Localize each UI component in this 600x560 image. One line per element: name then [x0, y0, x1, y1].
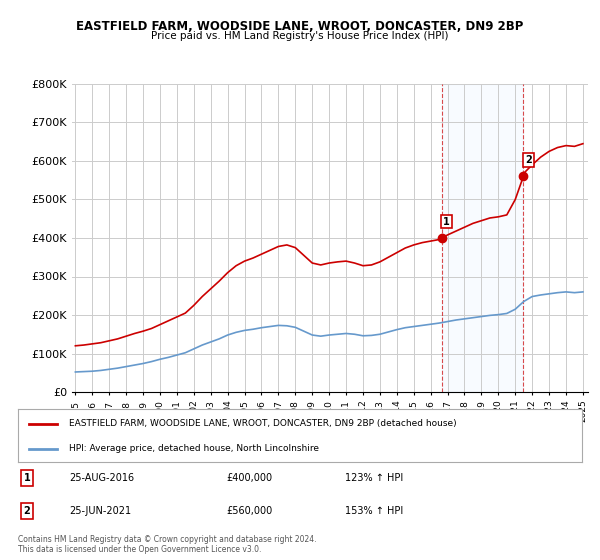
Text: 1: 1 — [23, 473, 31, 483]
Text: EASTFIELD FARM, WOODSIDE LANE, WROOT, DONCASTER, DN9 2BP: EASTFIELD FARM, WOODSIDE LANE, WROOT, DO… — [76, 20, 524, 32]
Text: HPI: Average price, detached house, North Lincolnshire: HPI: Average price, detached house, Nort… — [69, 444, 319, 453]
Text: 1: 1 — [443, 217, 450, 227]
Text: 25-AUG-2016: 25-AUG-2016 — [69, 473, 134, 483]
Text: 153% ↑ HPI: 153% ↑ HPI — [345, 506, 403, 516]
Text: £400,000: £400,000 — [227, 473, 273, 483]
Text: £560,000: £560,000 — [227, 506, 273, 516]
Text: Contains HM Land Registry data © Crown copyright and database right 2024.
This d: Contains HM Land Registry data © Crown c… — [18, 535, 317, 554]
Bar — [442, 84, 523, 392]
Text: 123% ↑ HPI: 123% ↑ HPI — [345, 473, 403, 483]
Text: Price paid vs. HM Land Registry's House Price Index (HPI): Price paid vs. HM Land Registry's House … — [151, 31, 449, 41]
Text: 25-JUN-2021: 25-JUN-2021 — [69, 506, 131, 516]
Text: 2: 2 — [23, 506, 31, 516]
Text: 2: 2 — [525, 155, 532, 165]
Text: EASTFIELD FARM, WOODSIDE LANE, WROOT, DONCASTER, DN9 2BP (detached house): EASTFIELD FARM, WOODSIDE LANE, WROOT, DO… — [69, 419, 457, 428]
